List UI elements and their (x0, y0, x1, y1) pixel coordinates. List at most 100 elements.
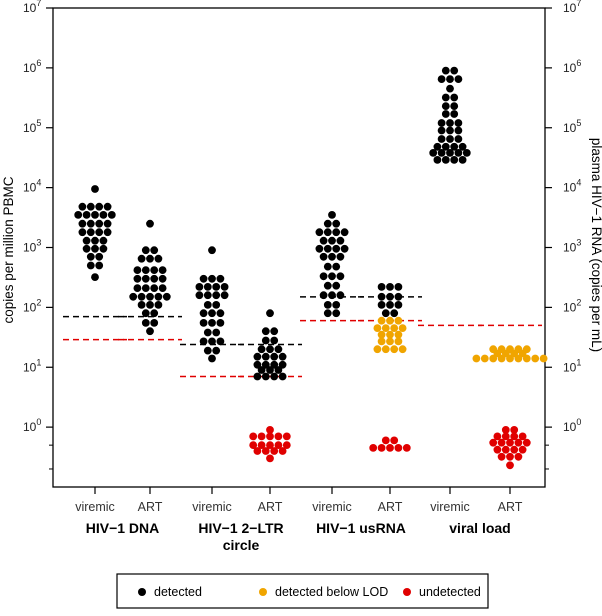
data-point-undetected (518, 432, 527, 441)
data-point-detected (446, 135, 454, 143)
data-point-detected (386, 301, 394, 309)
y-tick-exponent: 7 (36, 0, 41, 8)
y-tick-label-left: 104 (23, 178, 41, 195)
data-point-detected (261, 372, 270, 381)
data-point-undetected (402, 444, 411, 452)
data-point-detected (220, 283, 229, 291)
data-point-below_lod (394, 337, 403, 346)
data-point-detected (274, 345, 283, 354)
x-category-label: ART (378, 500, 403, 514)
data-point-detected (141, 274, 150, 283)
data-point-detected (319, 291, 328, 300)
data-point-detected (82, 244, 91, 253)
data-point-detected (158, 274, 167, 283)
data-point-detected (208, 246, 216, 255)
group-label: circle (223, 537, 260, 553)
data-point-detected (91, 211, 99, 219)
data-point-detected (86, 252, 95, 261)
legend-label-detected: detected (154, 585, 202, 599)
data-point-detected (99, 244, 108, 253)
data-point-detected (332, 228, 341, 237)
data-point-detected (253, 352, 262, 361)
data-point-undetected (253, 447, 262, 455)
y-tick-label-left: 103 (23, 238, 41, 255)
data-point-detected (454, 149, 463, 157)
data-point-detected (95, 228, 104, 237)
data-point-detected (332, 281, 341, 290)
y-tick-label-right: 101 (563, 357, 581, 374)
y-tick-label-left: 106 (23, 58, 41, 75)
data-point-detected (86, 261, 95, 270)
y-tick-exponent: 5 (36, 118, 41, 128)
data-point-detected (340, 244, 349, 253)
data-point-detected (95, 261, 104, 270)
data-point-detected (74, 211, 83, 219)
data-point-undetected (497, 438, 506, 447)
y-tick-label-left: 105 (23, 118, 41, 135)
data-point-detected (328, 291, 336, 300)
data-point-detected (332, 301, 341, 309)
data-point-detected (141, 246, 150, 255)
x-category-label: viremic (312, 500, 352, 514)
data-point-detected (203, 301, 212, 309)
data-point-detected (150, 319, 159, 327)
data-point-detected (266, 345, 274, 354)
data-point-detected (220, 291, 229, 300)
data-point-detected (450, 156, 459, 164)
data-point-detected (323, 219, 332, 228)
data-point-below_lod (381, 324, 390, 332)
data-point-detected (150, 266, 159, 274)
y-axis-title-right: plasma HIV−1 RNA (copies per mL) (589, 138, 602, 352)
data-point-detected (141, 284, 150, 292)
y-tick-label-left: 100 (23, 417, 41, 434)
y-tick-exponent: 6 (36, 58, 41, 68)
data-point-detected (133, 284, 142, 292)
data-point-undetected (266, 426, 274, 434)
group-label: viral load (449, 520, 510, 536)
data-point-below_lod (531, 354, 540, 363)
legend-label-below_lod: detected below LOD (275, 585, 388, 599)
data-point-undetected (257, 441, 266, 449)
y-tick-label-left: 101 (23, 357, 41, 374)
data-point-detected (270, 372, 279, 381)
data-point-detected (261, 360, 270, 369)
data-point-detected (319, 252, 328, 261)
data-point-detected (78, 219, 87, 228)
data-point-detected (332, 309, 341, 318)
y-tick-exponent: 3 (576, 238, 581, 248)
data-point-detected (133, 274, 142, 283)
data-point-detected (203, 346, 212, 355)
data-point-detected (99, 236, 108, 245)
data-point-detected (274, 366, 283, 374)
data-point-detected (328, 236, 336, 245)
data-point-detected (266, 366, 274, 374)
data-point-detected (203, 291, 212, 300)
data-point-detected (446, 75, 454, 83)
data-point-detected (386, 292, 394, 301)
data-point-undetected (497, 452, 506, 461)
data-point-detected (433, 142, 442, 151)
data-point-below_lod (398, 345, 407, 354)
data-point-detected (336, 272, 345, 281)
data-point-detected (86, 228, 95, 237)
data-point-detected (454, 135, 463, 143)
data-point-detected (195, 291, 204, 300)
data-point-undetected (518, 445, 527, 454)
y-tick-exponent: 0 (36, 417, 41, 427)
data-point-below_lod (480, 354, 489, 363)
y-tick-exponent: 6 (576, 58, 581, 68)
data-point-detected (315, 228, 324, 237)
data-point-detected (458, 156, 467, 164)
data-point-undetected (510, 432, 519, 441)
data-point-undetected (377, 444, 386, 452)
data-point-undetected (257, 432, 266, 441)
data-point-detected (323, 244, 332, 253)
data-point-detected (454, 119, 463, 127)
data-point-detected (437, 149, 446, 157)
y-tick-exponent: 0 (576, 417, 581, 427)
data-point-detected (319, 272, 328, 281)
y-tick-exponent: 5 (576, 118, 581, 128)
data-point-undetected (501, 432, 510, 441)
data-point-below_lod (522, 354, 531, 363)
